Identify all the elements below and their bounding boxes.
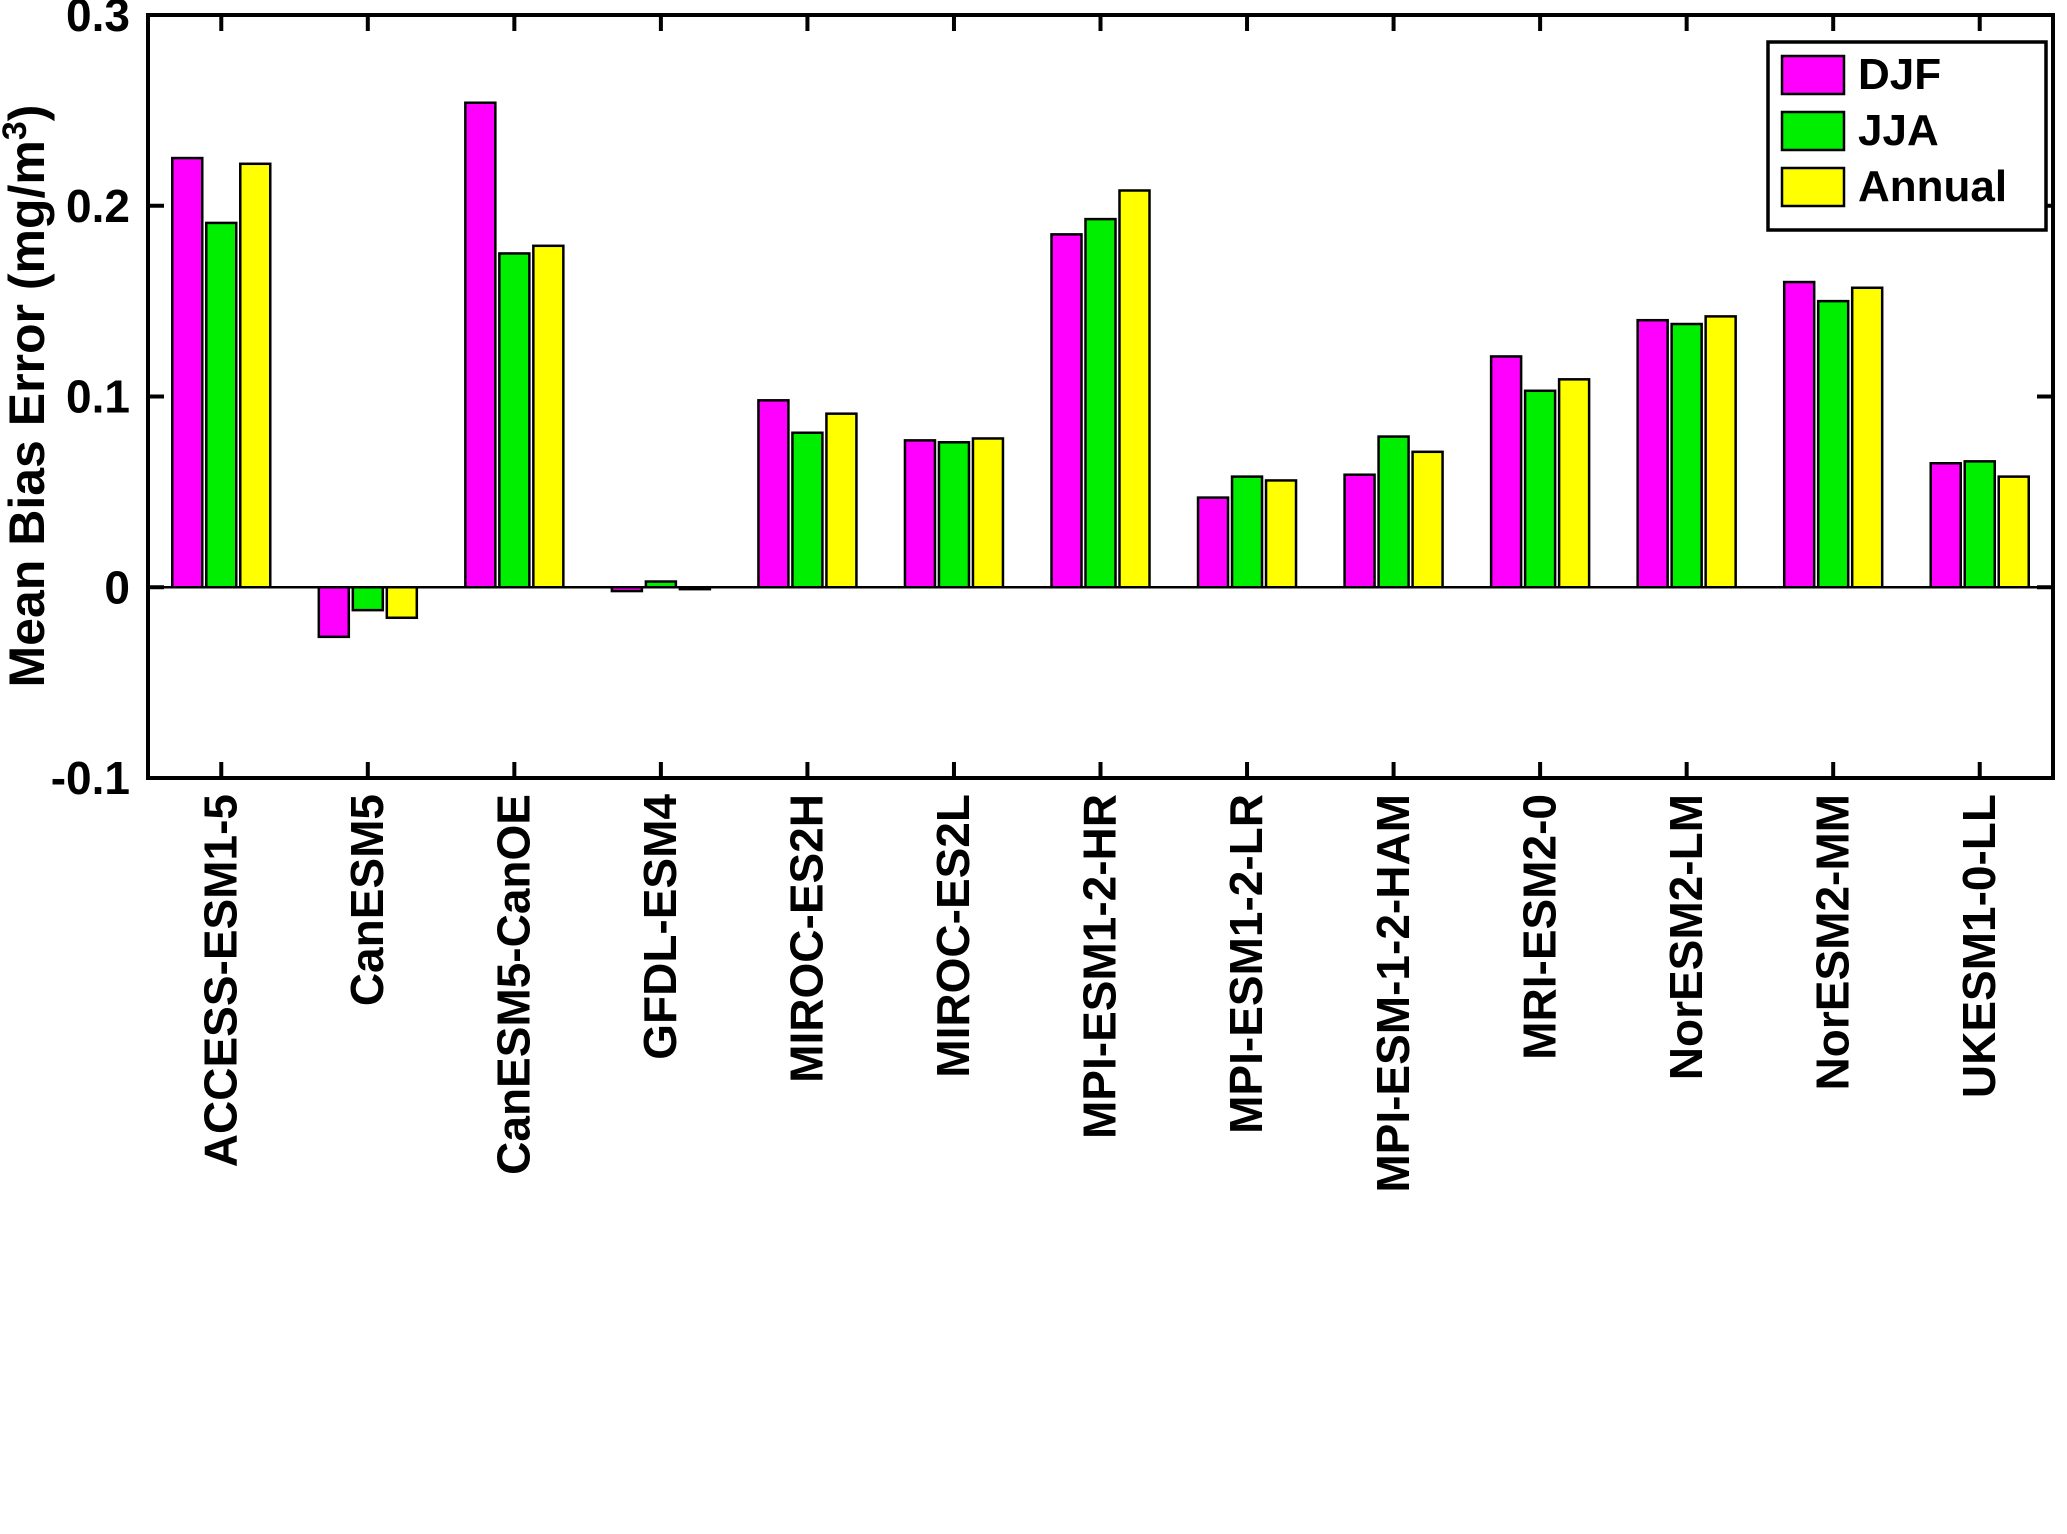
bar-djf-5 — [903, 439, 937, 589]
bar-annual-12 — [1997, 475, 2030, 589]
bar-annual-11 — [1850, 286, 1884, 589]
bar-djf-10 — [1636, 318, 1669, 589]
bar-annual-4 — [825, 412, 858, 589]
bar-annual-2 — [532, 244, 565, 589]
x-tick-label: CanESM5 — [341, 794, 393, 1006]
y-axis-label-sup: 3 — [0, 121, 34, 140]
bar-jja-8 — [1377, 435, 1410, 589]
legend-swatch-annual — [1780, 166, 1846, 208]
bar-djf-1 — [317, 586, 351, 639]
y-tick-label: 0 — [104, 561, 130, 613]
bar-djf-8 — [1343, 473, 1376, 589]
bar-jja-4 — [791, 431, 824, 589]
legend-swatch-jja — [1780, 110, 1846, 152]
bar-djf-2 — [464, 101, 497, 589]
y-tick-label: -0.1 — [51, 752, 130, 804]
x-tick-label: NorESM2-LM — [1660, 794, 1712, 1080]
bar-annual-7 — [1264, 479, 1298, 589]
y-axis-label-pre: Mean Bias Error (mg/m — [0, 140, 55, 687]
bar-jja-7 — [1230, 475, 1264, 589]
bar-jja-9 — [1523, 389, 1557, 589]
bar-jja-1 — [351, 586, 385, 612]
x-tick-label: MPI-ESM1-2-LR — [1220, 794, 1272, 1134]
x-tick-label: NorESM2-MM — [1806, 794, 1858, 1090]
bar-djf-4 — [757, 399, 790, 589]
plot-border — [146, 13, 2055, 780]
bar-jja-10 — [1670, 322, 1703, 589]
x-tick-label: MPI-ESM1-2-HR — [1074, 794, 1126, 1139]
bar-annual-1 — [385, 586, 419, 620]
x-tick-label: ACCESS-ESM1-5 — [194, 794, 246, 1167]
y-tick-label: 0.3 — [66, 0, 130, 41]
x-tick-label: GFDL-ESM4 — [634, 794, 686, 1060]
y-tick-label: 0.2 — [66, 180, 130, 232]
legend-label-annual: Annual — [1858, 162, 2007, 211]
x-tick-label: MPI-ESM-1-2-HAM — [1367, 794, 1419, 1193]
bar-annual-10 — [1704, 315, 1737, 589]
bar-annual-5 — [971, 437, 1005, 589]
bar-annual-8 — [1411, 450, 1444, 589]
bar-djf-12 — [1929, 462, 1962, 589]
y-tick-label: 0.1 — [66, 371, 130, 423]
bar-djf-11 — [1782, 280, 1816, 589]
x-tick-label: UKESM1-0-LL — [1953, 794, 2005, 1098]
bar-annual-0 — [239, 162, 272, 589]
bar-djf-6 — [1050, 233, 1083, 589]
bar-jja-6 — [1084, 217, 1117, 589]
bar-annual-6 — [1118, 189, 1151, 589]
x-tick-label: CanESM5-CanOE — [488, 794, 540, 1175]
y-axis-label: Mean Bias Error (mg/m3) — [0, 105, 55, 688]
bar-jja-11 — [1816, 299, 1850, 589]
bar-djf-0 — [171, 156, 204, 589]
x-tick-label: MIROC-ES2H — [781, 794, 833, 1083]
x-tick-label: MIROC-ES2L — [927, 794, 979, 1078]
bar-jja-5 — [937, 441, 971, 589]
bar-jja-0 — [205, 221, 238, 589]
legend-label-jja: JJA — [1858, 106, 1939, 155]
legend-swatch-djf — [1780, 54, 1846, 96]
bar-annual-9 — [1557, 378, 1591, 589]
x-tick-label: MRI-ESM2-0 — [1513, 794, 1565, 1060]
bar-djf-9 — [1489, 355, 1523, 589]
bar-jja-12 — [1963, 460, 1996, 589]
y-axis-label-post: ) — [0, 105, 55, 122]
bar-jja-2 — [498, 252, 531, 589]
bar-djf-7 — [1196, 496, 1230, 589]
legend-label-djf: DJF — [1858, 50, 1941, 99]
